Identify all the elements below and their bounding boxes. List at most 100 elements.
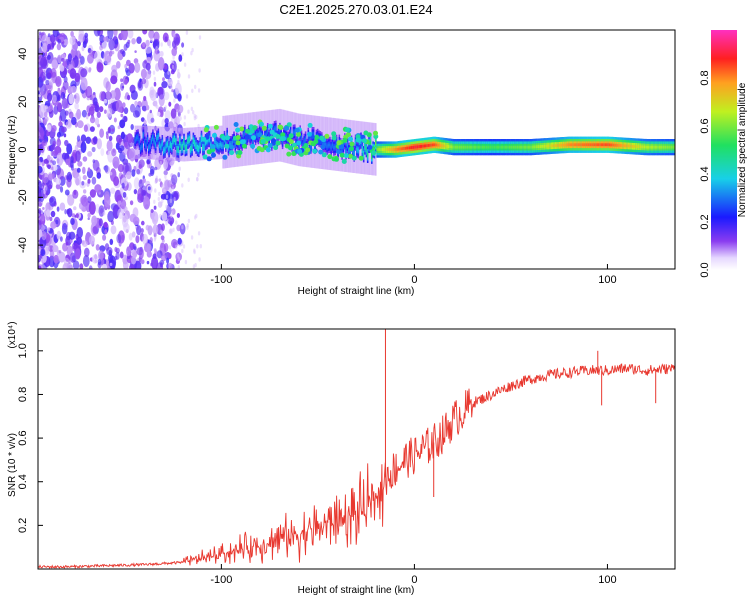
- ridge-band: [198, 147, 200, 151]
- snr-y-ticks: 0.2 0.4 0.6 0.8 1.0: [17, 343, 43, 533]
- ridge-band: [148, 146, 150, 150]
- spectrogram-y-label: Frequency (Hz): [7, 116, 18, 185]
- noise-speck: [64, 209, 67, 215]
- noise-speck: [176, 115, 182, 122]
- noise-speck: [85, 114, 89, 120]
- noise-speck: [168, 43, 172, 49]
- noise-speck: [64, 139, 69, 147]
- ridge-band: [422, 144, 424, 148]
- noise-speck: [106, 133, 109, 140]
- noise-speck: [49, 216, 53, 222]
- noise-speck: [130, 90, 138, 100]
- ridge-blob: [222, 154, 228, 160]
- noise-speck: [76, 167, 81, 173]
- ridge-band: [371, 154, 373, 158]
- noise-speck: [151, 256, 159, 269]
- noise-speck: [49, 196, 57, 207]
- noise-speck: [42, 207, 45, 210]
- noise-speck: [61, 97, 69, 110]
- ridge-band: [189, 147, 192, 151]
- noise-speck: [114, 246, 118, 253]
- ridge-band: [366, 153, 369, 157]
- ridge-blob: [351, 155, 357, 161]
- noise-speck: [183, 121, 186, 127]
- ridge-band: [650, 145, 653, 149]
- noise-speck: [122, 191, 127, 198]
- ridge-blob: [271, 138, 277, 144]
- noise-speck: [71, 213, 76, 218]
- noise-speck: [190, 235, 194, 240]
- ridge-band: [469, 145, 472, 149]
- noise-speck: [52, 173, 55, 178]
- noise-speck: [192, 110, 195, 115]
- noise-speck: [140, 185, 148, 197]
- ridge-band: [333, 146, 335, 149]
- ridge-band: [515, 145, 518, 149]
- ridge-band: [572, 143, 574, 147]
- noise-speck: [167, 262, 173, 269]
- noise-speck: [116, 61, 121, 69]
- ridge-band: [360, 139, 362, 143]
- noise-speck: [74, 92, 80, 104]
- ridge-blob: [339, 152, 345, 158]
- noise-speck: [156, 250, 163, 259]
- ridge-band: [388, 148, 391, 151]
- noise-speck: [162, 32, 169, 43]
- noise-speck: [89, 189, 96, 198]
- noise-speck: [135, 235, 140, 244]
- noise-speck: [128, 63, 135, 74]
- ridge-band: [203, 146, 205, 150]
- noise-speck: [38, 265, 42, 269]
- noise-speck: [167, 70, 170, 76]
- noise-speck: [104, 194, 111, 208]
- spectrogram-x-tick-label: -100: [210, 274, 232, 286]
- ridge-band: [377, 148, 380, 151]
- noise-speck: [153, 248, 157, 253]
- ridge-blob: [321, 152, 327, 158]
- noise-speck: [153, 31, 160, 42]
- ridge-band: [537, 145, 539, 149]
- noise-speck: [153, 81, 157, 87]
- noise-speck: [187, 109, 190, 114]
- noise-speck: [107, 126, 111, 134]
- noise-speck: [136, 36, 142, 44]
- noise-speck: [175, 37, 180, 44]
- ridge-blob: [242, 143, 247, 149]
- ridge-blob: [240, 139, 245, 145]
- ridge-band: [596, 143, 599, 147]
- ridge-band: [210, 143, 212, 147]
- ridge-band: [175, 140, 177, 144]
- ridge-band: [450, 145, 453, 149]
- noise-speck: [83, 189, 87, 194]
- noise-speck: [194, 262, 197, 268]
- noise-speck: [134, 260, 142, 269]
- noise-speck: [38, 254, 42, 263]
- noise-speck: [153, 221, 156, 226]
- noise-speck: [167, 78, 173, 87]
- ridge-band: [302, 144, 304, 148]
- noise-speck: [58, 251, 66, 263]
- ridge-band: [625, 144, 627, 148]
- noise-speck: [165, 194, 169, 200]
- snr-x-label: Height of straight line (km): [298, 585, 415, 596]
- noise-speck: [117, 125, 121, 130]
- ridge-band: [418, 145, 420, 149]
- noise-speck: [172, 227, 175, 232]
- ridge-blob: [314, 134, 320, 140]
- noise-speck: [187, 177, 190, 182]
- noise-speck: [152, 224, 159, 235]
- noise-speck: [68, 231, 76, 240]
- noise-speck: [68, 93, 74, 105]
- noise-speck: [38, 179, 42, 194]
- ridge-blob: [259, 121, 264, 127]
- noise-speck: [99, 106, 104, 113]
- ridge-band: [399, 147, 401, 151]
- noise-speck: [88, 69, 91, 73]
- noise-speck: [168, 121, 174, 129]
- ridge-band: [391, 148, 393, 151]
- noise-speck: [153, 205, 157, 210]
- ridge-blob: [320, 144, 326, 150]
- noise-speck: [136, 225, 142, 236]
- ridge-band: [549, 144, 551, 148]
